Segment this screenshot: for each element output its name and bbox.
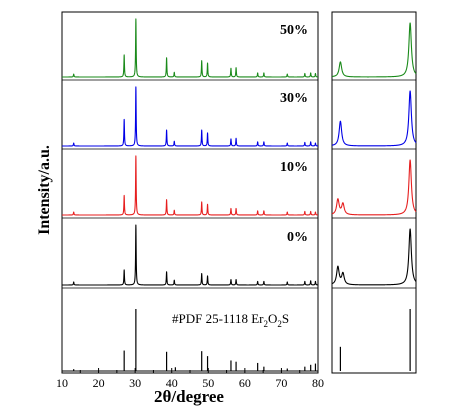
x-axis-ticks: 10 20 30 40 50 60 70 80: [56, 368, 324, 390]
x-axis-label: 2θ/degree: [154, 387, 224, 406]
x-tick-label: 50: [202, 376, 214, 390]
y-axis-label: Intensity/a.u.: [36, 145, 53, 235]
zoom-panel: [331, 11, 417, 374]
zoom-line-50pct: [331, 22, 417, 78]
series-line-0pct: [61, 224, 319, 286]
series-label-0: 0%: [287, 230, 308, 245]
series-label-50: 50%: [280, 23, 308, 38]
series-line-30pct: [61, 86, 319, 147]
zoom-plot-frame: [331, 11, 417, 374]
x-tick-label: 40: [166, 376, 178, 390]
x-tick-label: 20: [93, 376, 105, 390]
x-tick-label: 60: [239, 376, 251, 390]
x-tick-label: 10: [56, 376, 68, 390]
x-tick-label: 70: [275, 376, 287, 390]
reference-label: #PDF 25-1118 Er2O2S: [172, 311, 289, 329]
series-line-50pct: [61, 18, 319, 78]
zoom-line-10pct: [331, 159, 417, 216]
zoom-line-30pct: [331, 90, 417, 147]
x-tick-label: 80: [312, 376, 324, 390]
series-label-30: 30%: [280, 91, 308, 106]
series-label-10: 10%: [280, 160, 308, 175]
zoom-line-0pct: [331, 228, 417, 286]
series-line-10pct: [61, 155, 319, 216]
x-tick-label: 30: [129, 376, 141, 390]
